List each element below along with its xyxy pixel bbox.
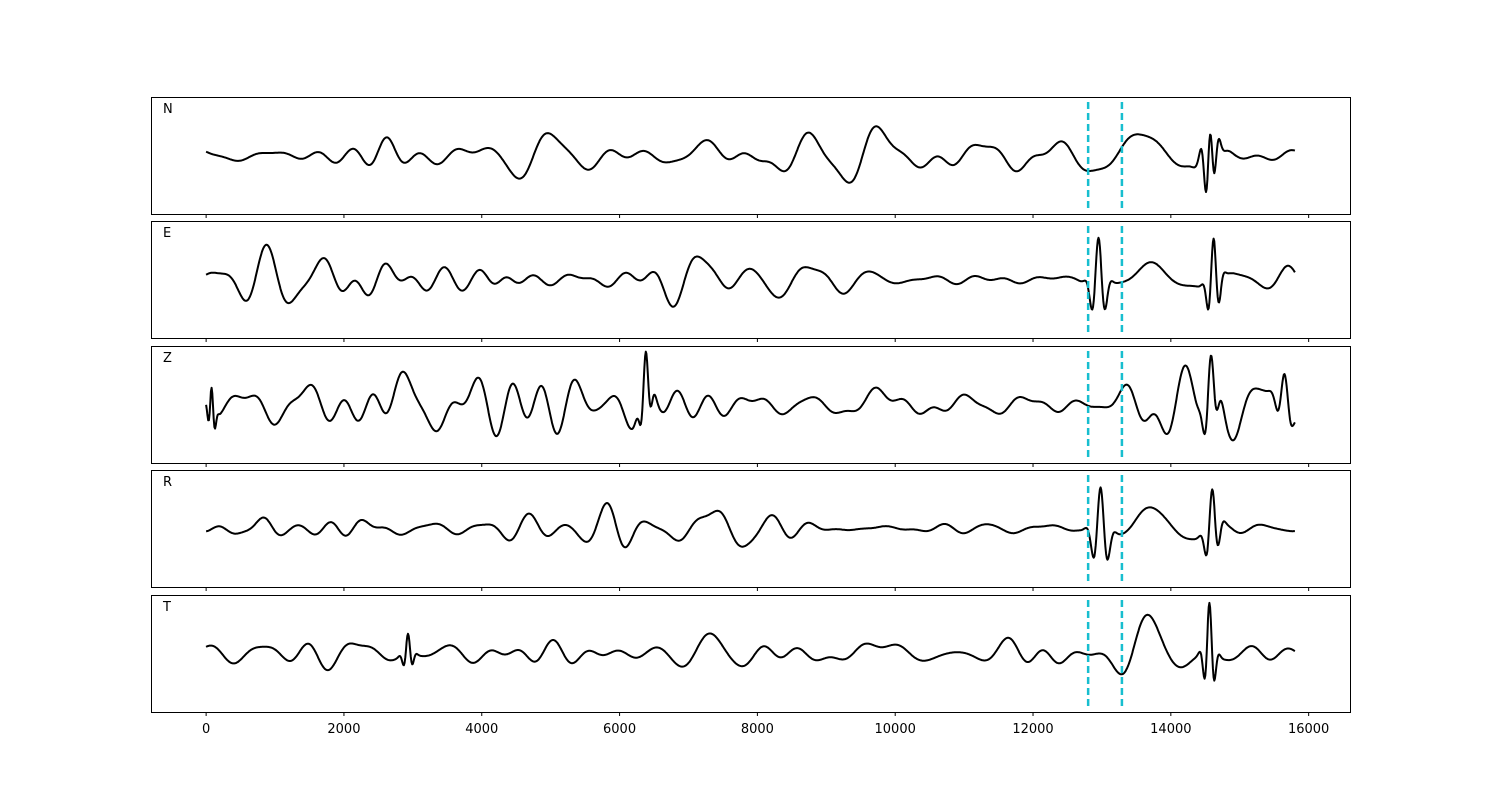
waveform-z [205,350,1296,442]
waveform-r [205,486,1296,561]
panel-z: Z [151,346,1351,467]
panel-frame [151,221,1351,339]
x-tick-label: 14000 [1150,722,1191,737]
x-tick-label: 10000 [875,722,916,737]
waveform-t [205,601,1296,682]
x-tick-label: 12000 [1012,722,1053,737]
waveform-n [205,125,1296,193]
x-tick-label: 4000 [465,722,498,737]
panel-frame [151,470,1351,588]
panel-e: E [151,221,1351,342]
panel-t: T [151,595,1351,716]
panel-n: N [151,97,1351,218]
x-tick-label: 0 [202,722,210,737]
waveform-e [205,236,1296,311]
x-tick-label: 2000 [327,722,360,737]
panel-label-t: T [162,600,171,615]
panel-label-e: E [163,226,171,241]
panel-frame [151,346,1351,464]
x-tick-label: 8000 [741,722,774,737]
panels-layer: N E Z R T [151,97,1351,716]
x-axis: 0 2000 4000 6000 8000 10000 12000 14000 16000 [202,722,1329,737]
x-tick-label: 16000 [1288,722,1329,737]
panel-frame [151,97,1351,215]
panel-label-r: R [163,475,172,490]
x-tick-label: 6000 [603,722,636,737]
panel-frame [151,595,1351,713]
panel-label-z: Z [163,351,172,366]
panel-r: R [151,470,1351,591]
panel-label-n: N [163,102,173,117]
